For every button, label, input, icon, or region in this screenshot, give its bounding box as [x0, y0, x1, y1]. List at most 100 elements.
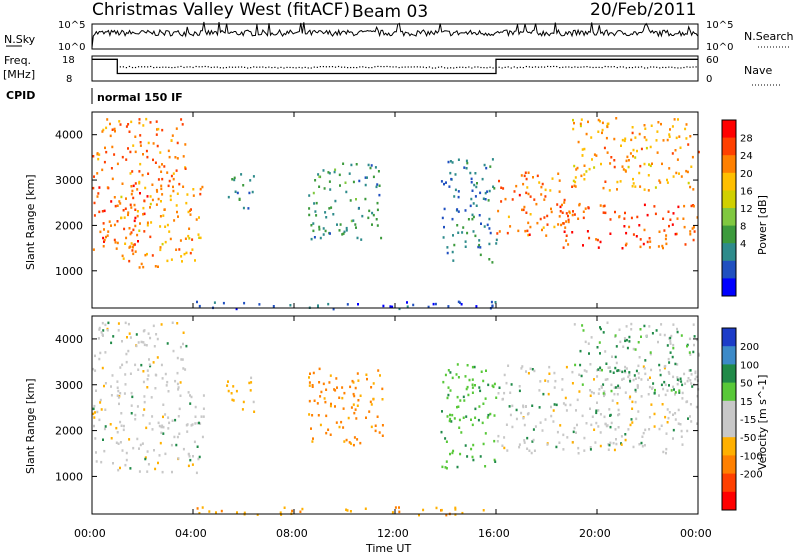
nave-point — [280, 66, 282, 68]
echo-point — [116, 162, 119, 166]
nave-point — [365, 66, 367, 68]
power-frame — [91, 111, 699, 309]
echo-point — [618, 369, 621, 372]
echo-point — [366, 176, 368, 179]
echo-point — [687, 143, 690, 146]
echo-point — [662, 450, 665, 454]
echo-point — [145, 117, 148, 121]
echo-point — [643, 136, 646, 139]
echo-point — [488, 258, 491, 261]
echo-point — [581, 148, 584, 151]
echo-point — [370, 403, 373, 406]
echo-point — [640, 335, 642, 338]
echo-point — [513, 190, 516, 193]
echo-point — [572, 430, 575, 434]
echo-point — [674, 232, 677, 236]
echo-point — [692, 238, 695, 242]
echo-point — [459, 399, 462, 402]
echo-point — [660, 383, 663, 387]
echo-point — [364, 507, 367, 510]
echo-point — [646, 213, 649, 217]
echo-point — [631, 185, 634, 188]
x-tick-label: 16:00 — [478, 527, 510, 540]
echo-point — [662, 139, 665, 142]
echo-point — [565, 409, 568, 412]
echo-point — [162, 214, 165, 217]
echo-point — [152, 324, 155, 328]
echo-point — [505, 381, 508, 385]
echo-point — [443, 207, 446, 211]
echo-point — [624, 371, 627, 374]
echo-point — [340, 420, 343, 424]
echo-point — [498, 179, 500, 183]
echo-point — [648, 325, 651, 328]
echo-point — [506, 231, 509, 235]
echo-point — [576, 398, 579, 402]
nave-point — [540, 66, 543, 68]
echo-point — [145, 426, 148, 430]
echo-point — [529, 367, 532, 370]
echo-point — [129, 203, 132, 207]
echo-point — [176, 141, 179, 145]
echo-point — [621, 378, 624, 381]
echo-point — [184, 237, 187, 240]
echo-point — [649, 351, 652, 354]
echo-point — [647, 189, 650, 192]
echo-point — [479, 253, 482, 257]
echo-point — [628, 397, 631, 400]
echo-point — [605, 136, 608, 140]
echo-point — [454, 513, 457, 516]
echo-point — [674, 393, 676, 396]
echo-point — [198, 216, 200, 219]
echo-point — [155, 188, 158, 192]
echo-point — [695, 375, 698, 379]
echo-point — [644, 127, 647, 130]
echo-point — [138, 447, 140, 450]
echo-point — [550, 210, 553, 214]
echo-point — [614, 366, 617, 370]
echo-point — [375, 218, 378, 221]
echo-point — [324, 229, 327, 233]
nave-point — [207, 66, 209, 68]
colorbar-tick-label: 8 — [740, 222, 746, 233]
echo-point — [515, 417, 518, 421]
echo-point — [196, 421, 199, 425]
echo-point — [552, 420, 555, 423]
echo-point — [639, 185, 642, 188]
echo-point — [178, 248, 181, 251]
echo-point — [669, 342, 672, 345]
echo-point — [479, 246, 482, 249]
echo-point — [132, 446, 135, 450]
echo-point — [577, 140, 580, 144]
echo-point — [635, 235, 638, 238]
echo-point — [563, 198, 566, 202]
echo-point — [644, 359, 647, 362]
echo-point — [574, 363, 577, 367]
echo-point — [368, 410, 371, 413]
nave-point — [428, 66, 431, 68]
echo-point — [252, 175, 255, 178]
echo-point — [141, 173, 144, 177]
echo-point — [442, 236, 445, 239]
echo-point — [665, 447, 668, 451]
echo-point — [581, 383, 584, 386]
echo-point — [693, 335, 696, 338]
echo-point — [571, 213, 574, 217]
nave-point — [668, 66, 670, 68]
echo-point — [381, 387, 384, 391]
y-tick-label: 4000 — [55, 333, 83, 346]
echo-point — [110, 224, 112, 227]
echo-point — [565, 212, 568, 215]
echo-point — [121, 254, 124, 258]
echo-point — [543, 198, 546, 201]
echo-point — [640, 441, 643, 445]
echo-point — [111, 128, 114, 131]
echo-point — [192, 194, 195, 197]
echo-point — [479, 389, 482, 393]
echo-point — [663, 380, 666, 384]
echo-point — [616, 393, 619, 396]
nave-point — [468, 66, 470, 68]
echo-point — [583, 369, 586, 372]
echo-point — [622, 377, 625, 380]
echo-point — [495, 242, 498, 245]
